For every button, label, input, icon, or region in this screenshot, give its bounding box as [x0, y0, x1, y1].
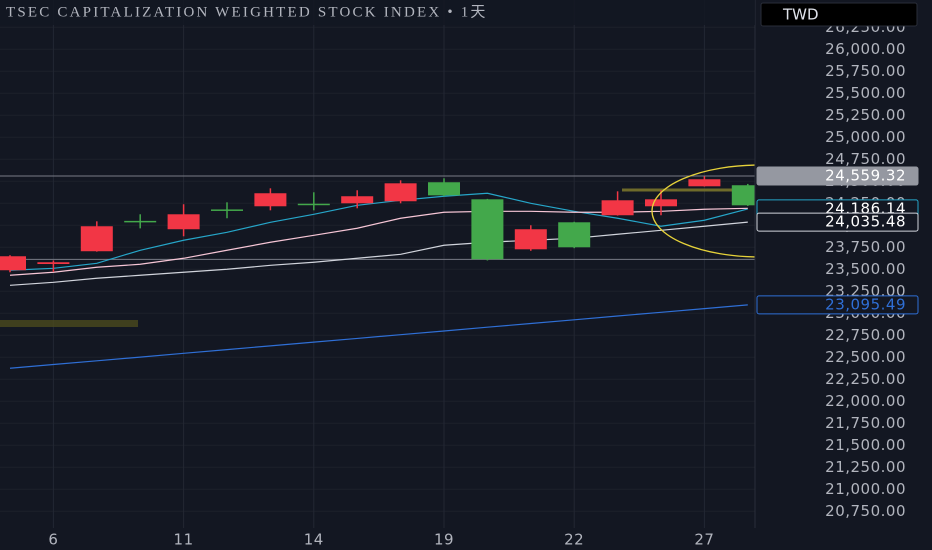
indicator-price-label: 23,095.49: [825, 295, 906, 313]
candle-body: [167, 214, 200, 230]
candle-body: [384, 183, 417, 202]
candle-body: [80, 226, 113, 252]
x-tick-label: 14: [304, 531, 324, 549]
y-tick-label: 21,250.00: [825, 458, 906, 476]
candle-body: [471, 199, 504, 260]
moving-average-line: [9, 192, 748, 271]
currency-button[interactable]: [760, 2, 918, 27]
y-tick-label: 21,750.00: [825, 414, 906, 432]
candle-body: [645, 199, 677, 207]
y-tick-label: 23,250.00: [825, 282, 906, 300]
candle-body: [211, 209, 243, 211]
x-tick-label: 6: [48, 531, 58, 549]
y-tick-label: 22,250.00: [825, 370, 906, 388]
y-tick-label: 25,000.00: [825, 128, 906, 146]
moving-average-line: [9, 221, 748, 286]
currency-label[interactable]: TWD: [782, 6, 819, 24]
y-tick-label: 21,000.00: [825, 480, 906, 498]
drawn-ellipse: [651, 164, 755, 258]
title-bar: [0, 0, 755, 25]
y-tick-label: 20,750.00: [825, 502, 906, 520]
x-tick-label: 19: [434, 531, 454, 549]
candle-body: [254, 193, 287, 207]
highlight-box: [0, 320, 138, 327]
grid: [52, 0, 705, 528]
y-tick-label: 25,250.00: [825, 106, 906, 124]
y-tick-label: 25,750.00: [825, 62, 906, 80]
y-tick-label: 21,500.00: [825, 436, 906, 454]
indicator-price-label-box: [756, 212, 919, 232]
y-tick-label: 26,000.00: [825, 40, 906, 58]
y-tick-label: 24,750.00: [825, 150, 906, 168]
level-price-label-box: [756, 166, 919, 186]
plot-area: [0, 175, 755, 369]
x-tick-label: 22: [564, 531, 584, 549]
candle-body: [688, 179, 721, 187]
x-tick-label: 27: [694, 531, 714, 549]
y-tick-label: 23,750.00: [825, 238, 906, 256]
y-tick-label: 22,750.00: [825, 326, 906, 344]
candle-body: [37, 262, 70, 264]
candle-body: [124, 220, 157, 223]
level-price-label: 24,559.32: [825, 167, 906, 185]
chart-title: TSEC CAPITALIZATION WEIGHTED STOCK INDEX…: [6, 4, 488, 20]
candle-body: [0, 256, 26, 271]
candle-body: [428, 182, 460, 196]
candle-body: [601, 200, 634, 216]
candle-body: [341, 196, 374, 204]
x-tick-label: 11: [174, 531, 194, 549]
candle-body: [558, 222, 591, 248]
candle-body: [514, 229, 547, 250]
y-tick-label: 25,500.00: [825, 84, 906, 102]
candle-body: [731, 185, 755, 206]
moving-average-line: [9, 304, 748, 369]
y-tick-label: 22,000.00: [825, 392, 906, 410]
candle-body: [297, 203, 330, 206]
indicator-price-label-box: [756, 295, 919, 315]
indicator-price-label: 24,035.48: [825, 213, 906, 231]
y-tick-label: 22,500.00: [825, 348, 906, 366]
y-tick-label: 23,500.00: [825, 260, 906, 278]
